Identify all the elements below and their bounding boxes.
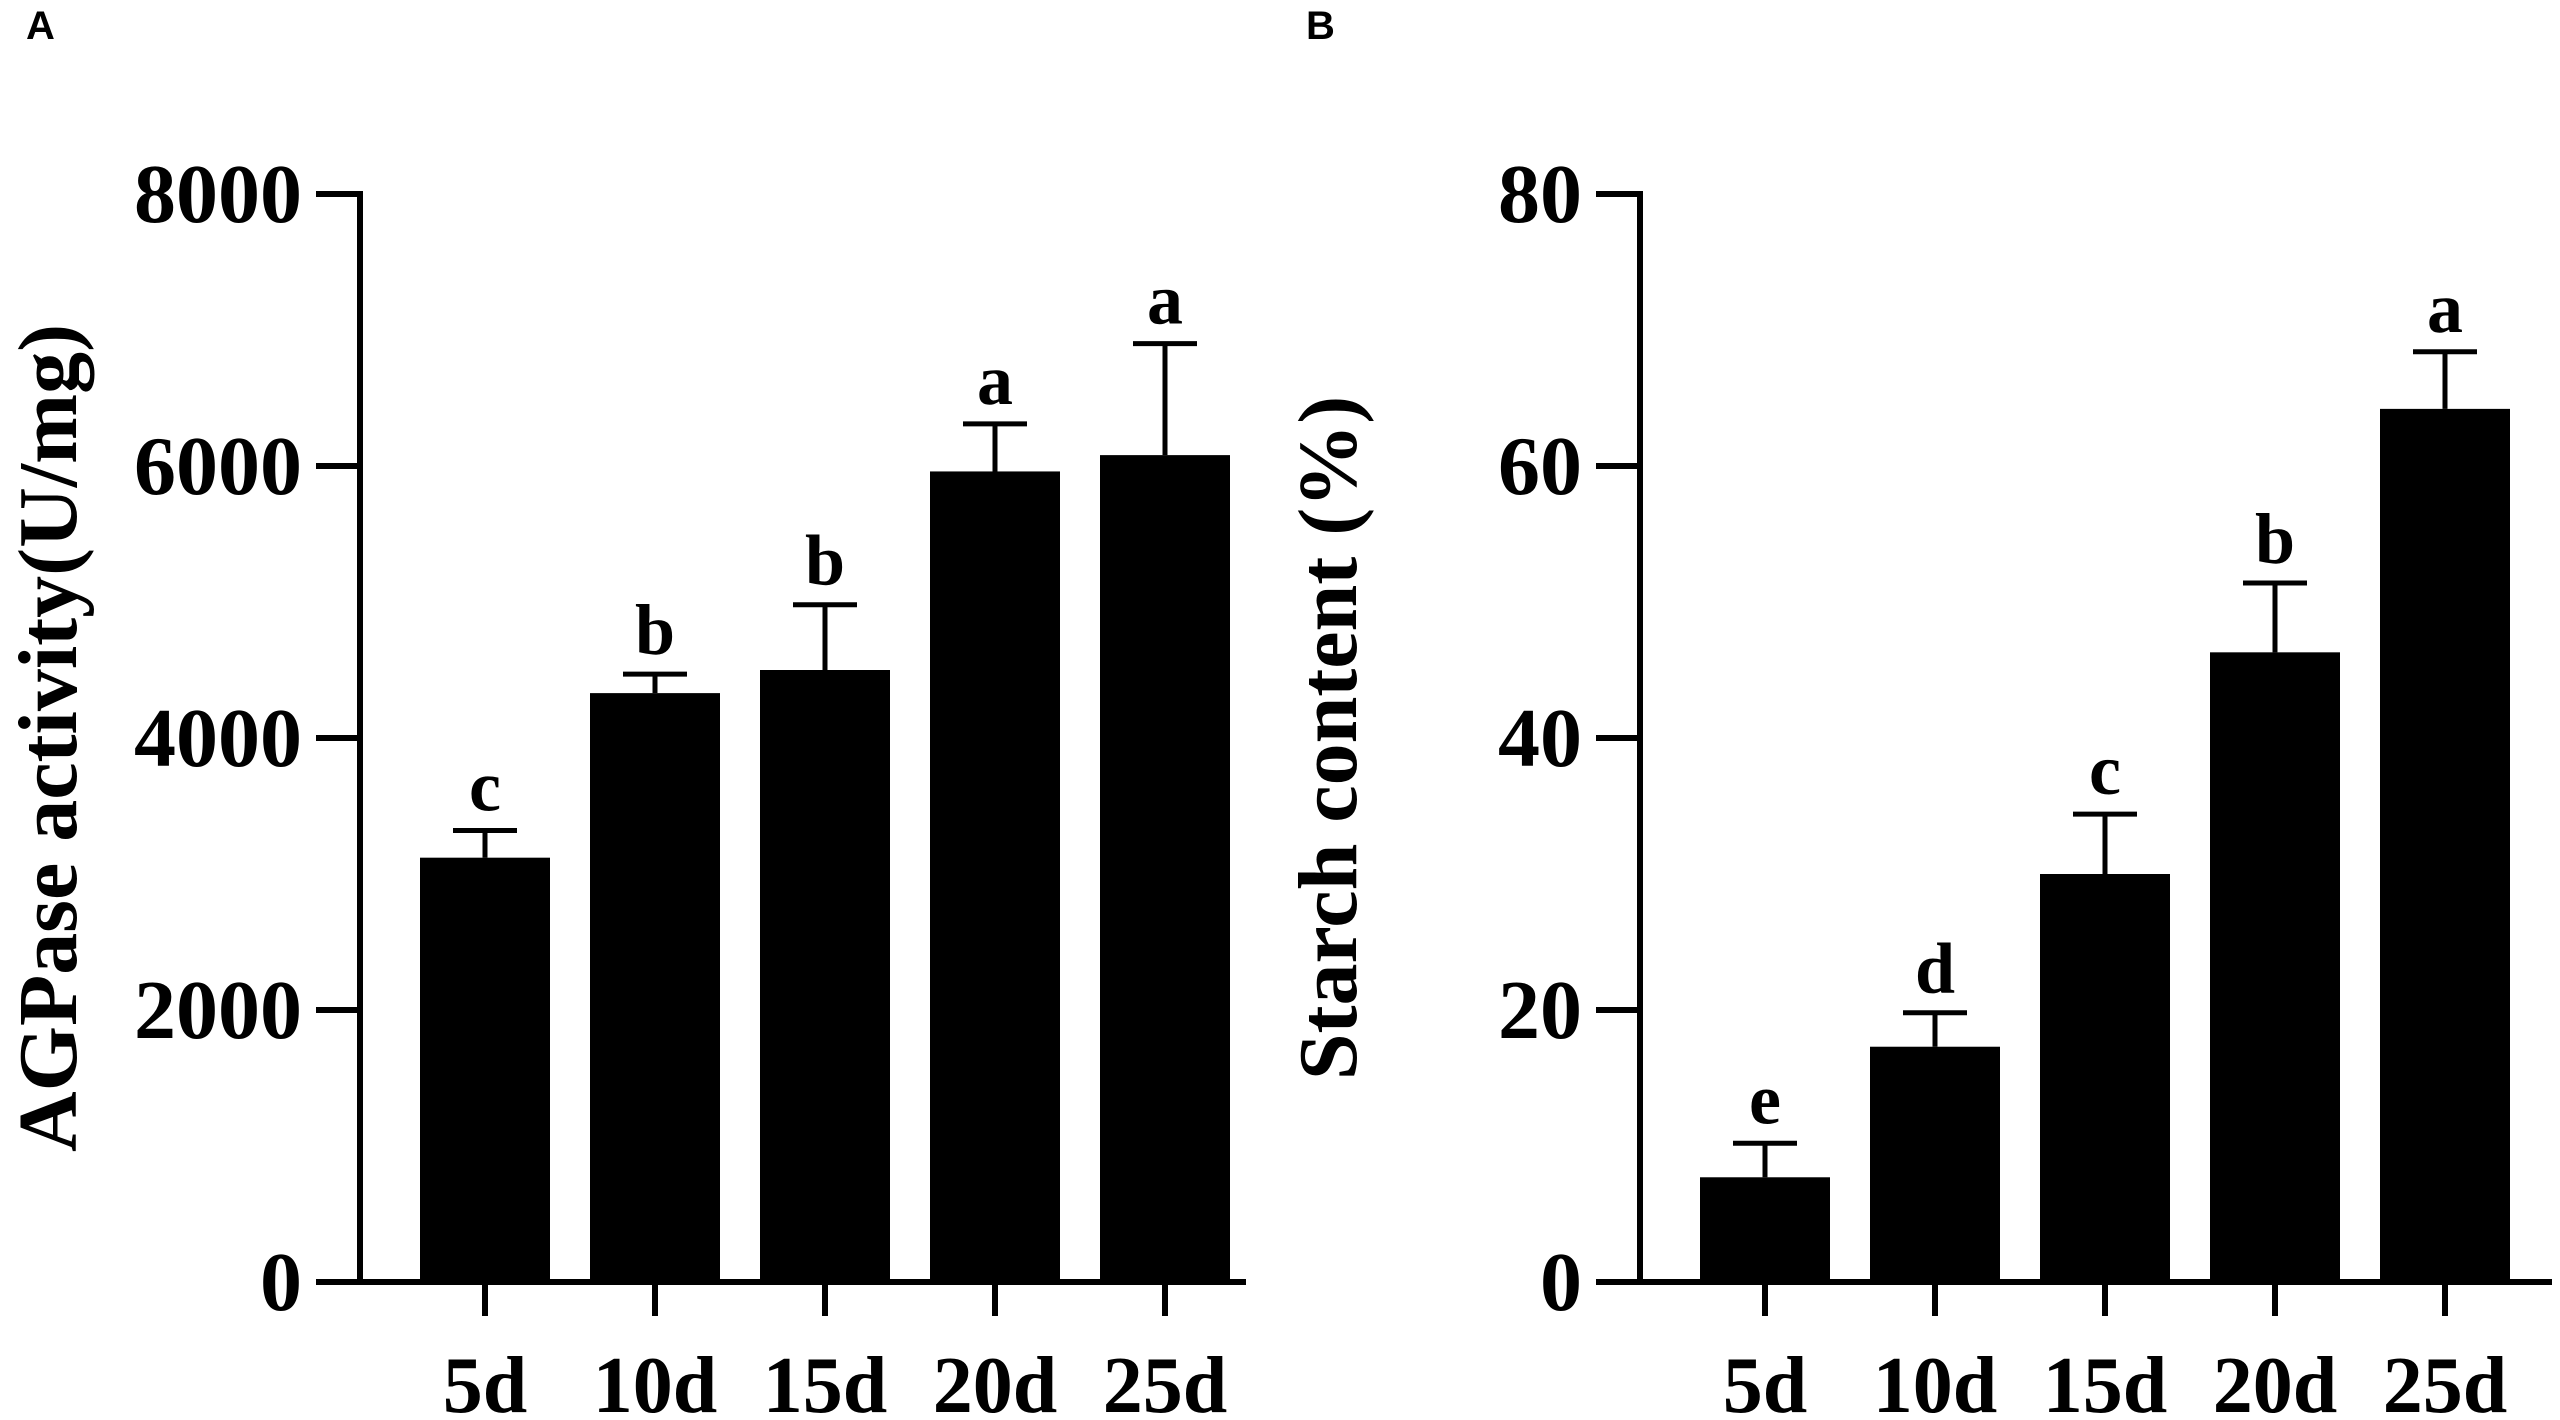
bar [2380, 408, 2510, 1282]
significance-label: e [1749, 1059, 1781, 1139]
y-tick-label: 8000 [134, 148, 302, 241]
significance-label: a [1147, 260, 1183, 340]
panel-b: B e 5d d 10d c 15d b 20d a 25d 0 20 40 60 80 Starch con… [1280, 0, 2560, 1420]
significance-label: b [635, 590, 675, 670]
x-tick-label: 25d [2383, 1342, 2508, 1420]
significance-label: b [2255, 499, 2295, 579]
y-tick-label: 0 [260, 1236, 302, 1329]
panel-a: A c 5d b 10d b 15d a 20d a 25d 0 2000 4000 6000 8000 AG… [2, 4, 1246, 1420]
panel-letter: B [1306, 4, 1335, 48]
significance-label: a [977, 340, 1013, 420]
significance-label: c [469, 746, 501, 826]
y-tick-label: 2000 [134, 964, 302, 1057]
panel-letter: A [26, 4, 55, 48]
bar [2210, 652, 2340, 1282]
bar [2040, 874, 2170, 1282]
bar [1100, 455, 1230, 1282]
x-tick-label: 15d [763, 1342, 888, 1420]
x-tick-label: 5d [1723, 1342, 1808, 1420]
x-tick-label: 25d [1103, 1342, 1228, 1420]
bar [930, 471, 1060, 1282]
y-tick-label: 60 [1498, 420, 1582, 513]
y-tick-label: 40 [1498, 692, 1582, 785]
bar [1700, 1177, 1830, 1282]
bar [420, 857, 550, 1282]
significance-label: a [2427, 268, 2463, 348]
starch-bar-chart: e 5d d 10d c 15d b 20d a 25d 0 20 40 60 80 Starch conte… [1282, 148, 2552, 1420]
x-tick-label: 20d [933, 1342, 1058, 1420]
significance-label: c [2089, 730, 2121, 810]
agpase-bar-chart: c 5d b 10d b 15d a 20d a 25d 0 2000 4000 6000 8000 AGPa… [2, 148, 1246, 1420]
significance-label: b [805, 521, 845, 601]
x-tick-label: 5d [443, 1342, 528, 1420]
x-tick-label: 10d [593, 1342, 718, 1420]
bar [760, 670, 890, 1282]
bar [590, 693, 720, 1282]
y-tick-label: 20 [1498, 964, 1582, 1057]
y-tick-label: 80 [1498, 148, 1582, 241]
bar [1870, 1046, 2000, 1282]
x-tick-label: 20d [2213, 1342, 2338, 1420]
y-tick-label: 6000 [134, 420, 302, 513]
x-tick-label: 10d [1873, 1342, 1998, 1420]
significance-label: d [1915, 929, 1955, 1009]
y-tick-label: 0 [1540, 1236, 1582, 1329]
y-axis-title: Starch content (%) [1282, 396, 1375, 1080]
y-axis-title: AGPase activity(U/mg) [2, 324, 95, 1152]
y-tick-label: 4000 [134, 692, 302, 785]
x-tick-label: 15d [2043, 1342, 2168, 1420]
